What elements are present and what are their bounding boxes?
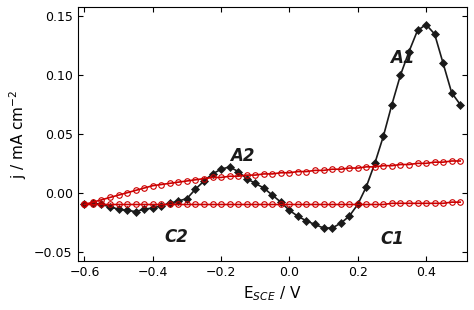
Text: A2: A2 — [229, 147, 254, 165]
Text: A1: A1 — [390, 49, 415, 67]
Text: C2: C2 — [164, 228, 189, 246]
X-axis label: E$_{SCE}$ / V: E$_{SCE}$ / V — [243, 284, 301, 303]
Y-axis label: j / mA cm$^{-2}$: j / mA cm$^{-2}$ — [7, 89, 28, 179]
Text: C1: C1 — [380, 230, 404, 249]
